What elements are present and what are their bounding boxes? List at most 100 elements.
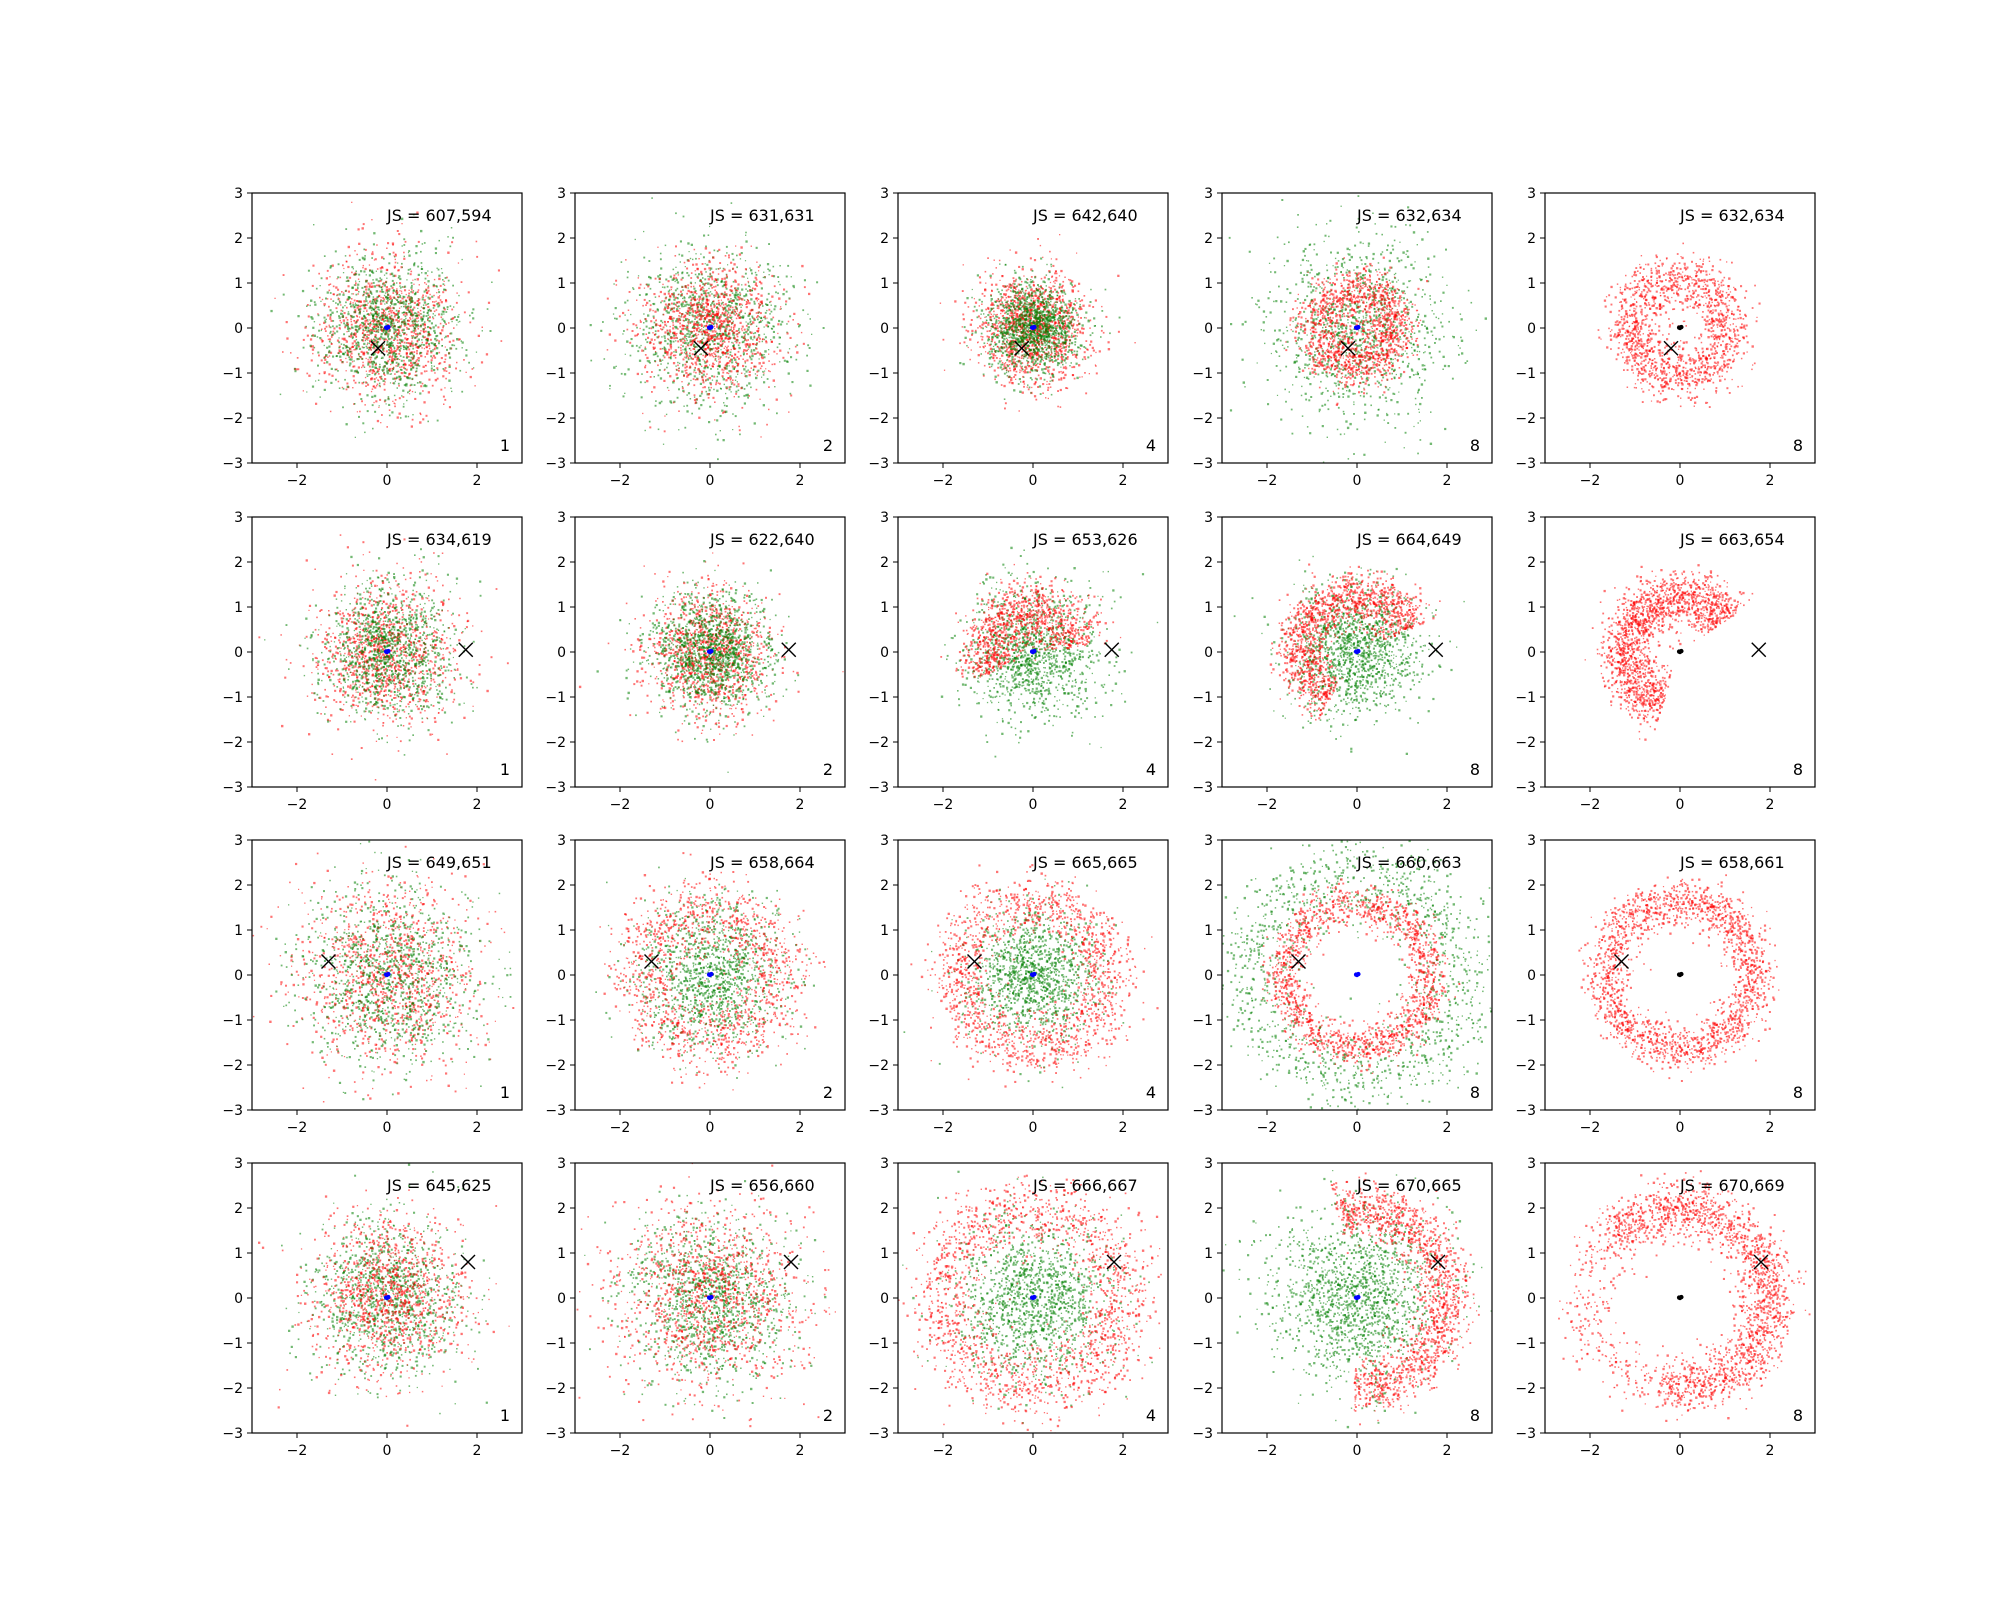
point bbox=[423, 370, 426, 373]
point bbox=[386, 296, 389, 299]
point bbox=[308, 374, 311, 377]
point bbox=[708, 319, 711, 322]
point bbox=[768, 269, 771, 272]
point bbox=[719, 304, 722, 307]
point bbox=[659, 252, 662, 255]
point bbox=[351, 345, 354, 348]
point bbox=[375, 355, 378, 359]
point bbox=[703, 267, 707, 271]
point bbox=[422, 296, 425, 298]
point bbox=[346, 324, 349, 327]
point bbox=[382, 349, 384, 351]
point bbox=[347, 313, 350, 316]
point bbox=[377, 373, 380, 375]
point bbox=[690, 283, 692, 285]
point bbox=[750, 331, 753, 334]
point bbox=[751, 308, 754, 312]
point bbox=[648, 420, 651, 423]
point bbox=[802, 342, 805, 345]
point bbox=[450, 387, 452, 389]
point bbox=[672, 292, 675, 295]
point bbox=[370, 338, 372, 340]
point bbox=[402, 313, 405, 316]
point bbox=[405, 353, 408, 356]
point bbox=[735, 333, 738, 336]
point bbox=[710, 307, 713, 310]
point bbox=[309, 338, 313, 341]
point bbox=[666, 285, 669, 288]
point bbox=[410, 296, 413, 299]
point bbox=[779, 349, 782, 352]
point bbox=[674, 303, 677, 306]
point bbox=[751, 315, 754, 318]
point bbox=[703, 360, 705, 362]
point bbox=[329, 283, 332, 285]
point bbox=[734, 366, 736, 368]
point bbox=[375, 318, 378, 320]
point bbox=[675, 245, 677, 248]
point bbox=[1100, 329, 1103, 332]
point bbox=[436, 292, 438, 294]
point bbox=[365, 274, 367, 276]
point bbox=[427, 305, 430, 309]
point bbox=[750, 323, 752, 326]
point bbox=[670, 289, 672, 291]
point bbox=[1032, 290, 1035, 293]
point bbox=[653, 386, 656, 389]
point bbox=[376, 316, 378, 318]
point bbox=[320, 329, 322, 332]
point bbox=[715, 379, 718, 382]
point bbox=[993, 323, 996, 326]
point bbox=[398, 349, 401, 351]
point bbox=[657, 246, 659, 248]
point bbox=[361, 366, 363, 369]
scatter-points bbox=[939, 234, 1136, 412]
point bbox=[717, 320, 719, 322]
point bbox=[635, 344, 638, 347]
point bbox=[438, 277, 441, 281]
point bbox=[1009, 285, 1012, 288]
point bbox=[669, 400, 672, 403]
point bbox=[346, 306, 348, 309]
point bbox=[692, 378, 695, 380]
point bbox=[342, 306, 344, 309]
point bbox=[422, 314, 425, 317]
point bbox=[270, 309, 273, 313]
point bbox=[371, 271, 373, 273]
point bbox=[392, 320, 395, 322]
point bbox=[386, 302, 388, 304]
point bbox=[1061, 335, 1063, 338]
point bbox=[655, 400, 657, 402]
point bbox=[725, 327, 728, 330]
point bbox=[371, 285, 374, 288]
point bbox=[687, 384, 689, 386]
point bbox=[697, 368, 700, 371]
point bbox=[710, 348, 712, 351]
point bbox=[773, 326, 775, 328]
point bbox=[323, 303, 326, 306]
point bbox=[707, 346, 710, 349]
point bbox=[409, 300, 413, 303]
point bbox=[745, 345, 748, 348]
point bbox=[719, 364, 721, 367]
point bbox=[737, 283, 740, 286]
point bbox=[772, 379, 775, 382]
point bbox=[426, 346, 428, 349]
point bbox=[406, 326, 408, 329]
point bbox=[728, 254, 730, 257]
point bbox=[355, 347, 358, 349]
point bbox=[694, 282, 696, 284]
point bbox=[979, 325, 981, 328]
point bbox=[363, 285, 366, 288]
point bbox=[675, 334, 677, 337]
point bbox=[370, 349, 372, 351]
point bbox=[419, 392, 422, 395]
point bbox=[290, 352, 292, 354]
point bbox=[391, 356, 393, 358]
point bbox=[715, 310, 718, 313]
point bbox=[737, 314, 740, 317]
point bbox=[380, 422, 382, 424]
point bbox=[745, 321, 747, 323]
point bbox=[294, 370, 297, 373]
point bbox=[441, 345, 443, 347]
